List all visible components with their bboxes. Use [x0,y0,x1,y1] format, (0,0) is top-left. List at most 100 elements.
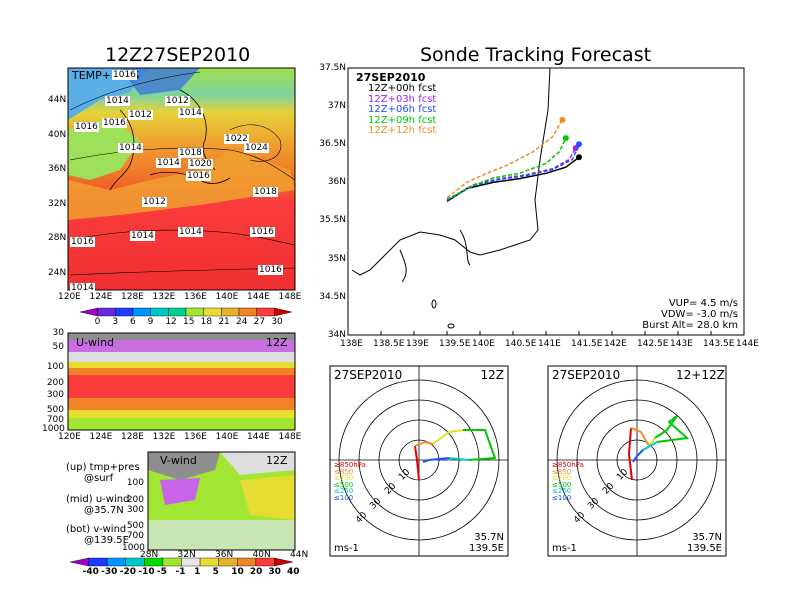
map-y-tick: 36N [48,164,67,174]
burst-point [576,154,582,161]
map-y-tick: 32N [48,198,67,209]
hodograph-unit: ms-1 [334,543,359,554]
wind-colorbar-label: 5 [212,567,219,577]
hodograph-date: 27SEP2010 [334,368,403,382]
note-up-line1: (up) tmp+pres [66,462,140,473]
hodograph-trace [648,437,656,447]
note-mid: (mid) u-wind @35.7N [66,494,129,516]
temp-colorbar-label: 3 [112,317,119,327]
note-mid-line1: (mid) u-wind [66,494,130,505]
isobar-label: 1014 [70,283,95,293]
hodograph-trace [448,457,470,461]
hodograph-time: 12+12Z [676,368,725,382]
right-title: Sonde Tracking Forecast [420,44,652,66]
wind-colorbar-label: 10 [231,567,244,577]
track-legend-entry: 12Z+03h fcst [368,93,437,105]
hodograph-unit: ms-1 [552,543,577,554]
wind-colorbar-label: -10 [138,567,155,577]
u-wind-y-tick: 500 [46,405,64,415]
hodograph-trace [654,415,690,443]
isobar-label: 1014 [105,96,130,106]
isobar-label: 1018 [253,187,278,197]
track-x-tick: 140.5E [505,339,537,349]
hodograph-trace [432,429,464,445]
hodograph-lat: 35.7N [692,532,722,543]
track-x-tick: 143.5E [703,339,735,349]
track-x-tick: 143E [670,339,693,349]
isobar-label: 1016 [250,227,275,237]
hodograph-legend-entry: ≤850 [334,467,354,476]
u-wind-y-tick: 300 [46,390,64,400]
map-y-tick: 40N [48,129,67,140]
note-bot-line2: @139.5E [84,535,129,546]
track-x-tick: 138.5E [373,339,405,349]
u-wind-x-tick: 148E [278,432,302,442]
track-stat: Burst Alt= 28.0 km [642,320,738,331]
track-y-tick: 37.5N [319,63,346,73]
u-wind-y-tick: 50 [52,342,64,352]
isobar-label: 1016 [258,265,283,275]
isobar-label: 1016 [112,70,137,80]
temp-colorbar-label: 27 [253,317,266,327]
isobar-label: 1018 [178,148,203,158]
note-up: (up) tmp+pres @surf [66,462,140,484]
wind-colorbar-label: 1 [194,567,201,577]
map-x-tick: 136E [184,292,207,302]
temp-colorbar-label: 18 [200,317,213,327]
temp-colorbar-label: 30 [271,317,283,327]
wind-colorbar-label: -5 [156,567,167,577]
hodograph-trace [627,427,633,481]
hodograph-legend-entry: ≤250 [552,487,572,496]
hodograph-legend-entry: ≥850hPa [334,461,366,469]
temp-colorbar-label: 6 [130,317,136,327]
v-wind-x-tick: 28N [140,550,159,560]
track-series-line [446,144,580,202]
u-wind-x-tick: 128E [121,432,144,442]
hodograph-legend-entry: ≤100 [334,494,354,502]
isobar-label: 1014 [178,108,203,118]
track-y-tick: 36.5N [319,139,346,150]
hodograph-trace [414,445,420,481]
isobar-label: 1016 [70,237,95,247]
track-x-tick: 142E [604,339,627,349]
temp-colorbar-label: 15 [183,317,195,327]
temp-colorbar-label: 9 [147,317,154,327]
u-wind-y-tick: 30 [52,328,64,338]
hodograph-trace [630,427,650,447]
u-wind-x-tick: 132E [152,432,176,442]
isobar-label: 1014 [156,158,181,168]
track-y-tick: 37N [327,101,346,112]
v-wind-y-tick: 700 [126,531,144,541]
temp-colorbar-label: 12 [165,317,177,327]
v-wind-y-tick: 500 [126,521,144,531]
isobar-label: 1016 [186,171,211,181]
track-series-line [446,137,567,200]
u-wind-x-tick: 124E [89,432,113,442]
track-x-tick: 139E [406,339,429,349]
hodograph-legend-entry: ≤700 [552,474,572,483]
isobar-label: 1024 [244,143,269,153]
v-wind-y-tick: 1000 [122,543,145,553]
wind-colorbar-label: -20 [119,567,137,577]
wind-colorbar-label: -30 [101,567,118,577]
note-bot-line1: (bot) v-wind [66,524,127,535]
isobar-label: 1016 [74,122,99,132]
left-title: 12Z27SEP2010 [105,44,251,66]
v-wind-time: 12Z [266,454,288,467]
wind-colorbar-label: 40 [287,567,300,577]
track-legend-entry: 12Z+12h fcst [368,125,437,136]
hodograph-lat: 35.7N [474,532,504,543]
track-y-tick: 34.5N [319,291,346,302]
track-x-tick: 139.5E [439,339,471,349]
temp-colorbar-swatch [274,307,293,317]
hodograph-lon: 139.5E [469,543,504,554]
v-wind-y-tick: 300 [126,505,144,515]
u-wind-label: U-wind [76,336,115,349]
burst-point [562,135,569,142]
map-x-tick: 124E [89,292,113,302]
map-x-tick: 144E [247,292,270,302]
